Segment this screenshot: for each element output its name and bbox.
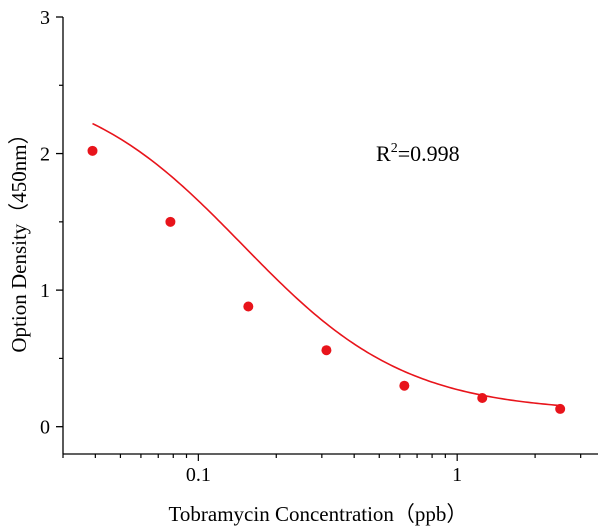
data-points <box>87 145 566 414</box>
data-point <box>243 301 254 312</box>
r-squared-annotation: R2=0.998 <box>376 141 460 166</box>
x-tick-label: 0.1 <box>186 464 211 486</box>
x-tick-label: 1 <box>452 464 462 486</box>
r-squared-superscript: 2 <box>391 141 398 156</box>
axes <box>62 17 598 455</box>
data-point <box>321 345 332 356</box>
fit-curve <box>92 122 561 407</box>
y-axis-title: Option Density（450nm） <box>7 123 31 352</box>
data-point <box>165 216 176 227</box>
y-axis-ticks: 0 1 2 3 <box>40 7 63 439</box>
x-axis-title: Tobramycin Concentration（ppb） <box>169 502 468 526</box>
y-tick-label: 1 <box>40 280 50 302</box>
data-point <box>477 393 488 404</box>
x-axis-ticks: 0.1 1 <box>62 454 582 486</box>
data-point <box>87 145 98 156</box>
r-squared-base: R <box>376 141 391 166</box>
y-tick-label: 2 <box>40 144 50 166</box>
data-point <box>399 380 410 391</box>
data-point <box>555 403 566 414</box>
y-tick-label: 0 <box>40 417 50 439</box>
r-squared-value: =0.998 <box>398 141 460 166</box>
y-tick-label: 3 <box>40 7 50 29</box>
